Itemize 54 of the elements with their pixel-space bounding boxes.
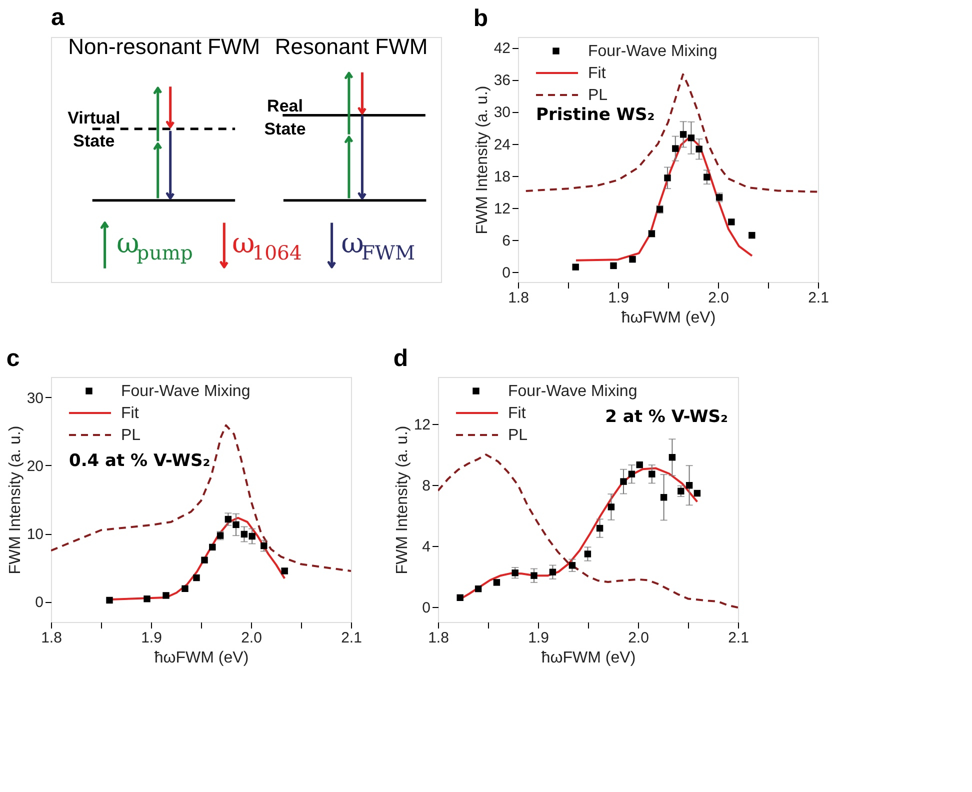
- x-axis-title: ħωFWM (eV): [154, 650, 249, 666]
- annotation: 2 at % V-WS₂: [605, 407, 728, 427]
- legend-label: PL: [588, 87, 608, 104]
- y-tick-label: 30: [26, 390, 44, 407]
- x-tick-label: 2.0: [241, 630, 262, 646]
- x-tick-label: 1.9: [528, 630, 549, 646]
- y-tick-label: 8: [422, 478, 430, 495]
- x-axis-title: ħωFWM (eV): [621, 310, 716, 326]
- y-tick-label: 36: [494, 72, 510, 90]
- x-axis-title: ħωFWM (eV): [541, 650, 636, 666]
- text: Resonant FWM: [274, 34, 428, 60]
- x-tick-label: 2.1: [808, 290, 829, 306]
- y-tick-label: 12: [494, 200, 510, 218]
- y-axis-title: FWM Intensity (a. u.): [474, 86, 491, 234]
- y-tick-label: 20: [26, 458, 44, 475]
- x-tick-label: 1.9: [608, 290, 629, 306]
- text: Real State: [264, 96, 306, 138]
- x-tick-label: 2.0: [708, 290, 729, 306]
- legend-label: Four-Wave Mixing: [508, 383, 638, 400]
- text: Non-resonant FWM: [68, 34, 260, 60]
- y-axis-title: FWM Intensity (a. u.): [6, 426, 24, 574]
- annotation: Pristine WS₂: [536, 105, 655, 125]
- chart-title: d: [393, 345, 408, 372]
- text: a: [51, 4, 65, 32]
- legend-label: PL: [121, 427, 141, 444]
- x-tick-label: 1.8: [428, 630, 449, 646]
- y-tick-label: 18: [494, 168, 510, 186]
- chart-title: b: [473, 5, 488, 32]
- x-tick-label: 1.8: [508, 290, 529, 306]
- x-tick-label: 2.1: [341, 630, 362, 646]
- y-axis-title: FWM Intensity (a. u.): [394, 426, 411, 574]
- text: Virtual State: [68, 108, 120, 151]
- legend-label: Four-Wave Mixing: [121, 383, 250, 400]
- chart-title: c: [6, 345, 20, 372]
- y-tick-label: 6: [502, 232, 510, 250]
- legend-label: Fit: [508, 405, 526, 422]
- x-tick-label: 1.8: [41, 630, 62, 646]
- y-tick-label: 12: [414, 416, 430, 434]
- x-tick-label: 2.0: [628, 630, 649, 646]
- y-tick-label: 4: [422, 538, 430, 556]
- x-tick-label: 2.1: [728, 630, 749, 646]
- legend-label: Fit: [588, 65, 606, 82]
- legend-label: Four-Wave Mixing: [588, 43, 718, 60]
- legend-label: PL: [508, 427, 528, 444]
- y-tick-label: 0: [35, 594, 44, 612]
- y-tick-label: 24: [494, 136, 510, 154]
- annotation: 0.4 at % V-WS₂: [69, 451, 210, 471]
- y-tick-label: 42: [494, 40, 510, 58]
- legend-label: Fit: [121, 405, 140, 422]
- y-tick-label: 0: [422, 599, 430, 616]
- y-tick-label: 30: [494, 104, 510, 122]
- y-tick-label: 10: [26, 526, 44, 544]
- x-tick-label: 1.9: [141, 630, 162, 646]
- y-tick-label: 0: [502, 264, 510, 282]
